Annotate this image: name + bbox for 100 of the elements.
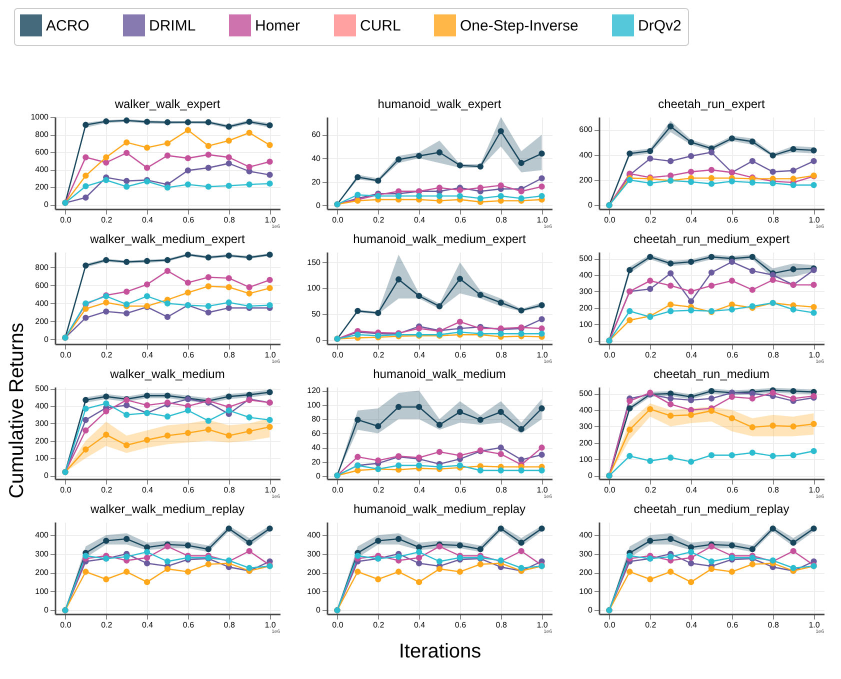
y-tick-label: 0 xyxy=(44,471,50,480)
y-tick-label: 20 xyxy=(312,177,322,186)
point xyxy=(246,290,252,297)
point xyxy=(810,158,817,164)
point xyxy=(477,561,484,568)
point xyxy=(728,135,736,142)
point xyxy=(103,538,110,544)
point xyxy=(538,184,545,190)
point xyxy=(456,318,464,325)
point xyxy=(226,299,232,306)
y-tick-label: 0 xyxy=(588,606,594,615)
point xyxy=(436,566,443,572)
point xyxy=(246,548,252,554)
point xyxy=(226,182,232,189)
point xyxy=(266,252,273,258)
point xyxy=(144,579,150,586)
point xyxy=(668,401,674,408)
point xyxy=(538,192,545,200)
x-tick-label: 1.0 xyxy=(536,350,548,360)
point xyxy=(810,310,817,316)
point xyxy=(668,308,674,314)
y-tick-label: 600 xyxy=(579,125,594,134)
point xyxy=(205,426,212,433)
x-tick-label: 0.4 xyxy=(414,216,426,224)
point xyxy=(124,310,130,316)
point xyxy=(790,540,796,546)
point xyxy=(770,452,776,460)
point xyxy=(538,467,545,474)
x-tick-label: 0.6 xyxy=(454,350,467,360)
point xyxy=(103,159,110,166)
y-tick-label: 0 xyxy=(316,606,322,615)
point xyxy=(205,164,212,171)
point xyxy=(456,276,464,282)
point xyxy=(728,278,736,284)
point xyxy=(124,178,130,184)
point xyxy=(668,270,674,276)
y-tick-label: 50 xyxy=(312,310,322,319)
point xyxy=(538,405,545,412)
point xyxy=(164,300,171,306)
point xyxy=(82,427,89,434)
point xyxy=(456,192,464,200)
point xyxy=(144,118,150,125)
x-tick-label: 0.2 xyxy=(101,216,113,224)
point xyxy=(810,525,817,532)
y-tick-label: 0 xyxy=(44,606,50,615)
point xyxy=(124,139,130,146)
point xyxy=(266,416,273,424)
y-tick-label: 200 xyxy=(307,568,322,578)
point xyxy=(538,175,545,182)
legend-label: CURL xyxy=(360,17,401,34)
point xyxy=(518,188,524,194)
y-tick-label: 400 xyxy=(35,402,50,411)
x-tick-label: 1.0 xyxy=(264,350,276,360)
point xyxy=(226,124,232,130)
point xyxy=(456,329,464,336)
point xyxy=(354,454,361,460)
point xyxy=(456,452,464,459)
x-tick-label: 0.8 xyxy=(496,486,508,494)
chart-title: walker_walk_medium_replay xyxy=(89,502,245,516)
point xyxy=(82,396,89,404)
point xyxy=(708,282,715,289)
y-tick-label: 120 xyxy=(307,386,322,396)
point xyxy=(790,548,796,554)
point xyxy=(790,146,796,152)
x-tick-label: 0.8 xyxy=(768,486,780,494)
point xyxy=(538,330,545,337)
point xyxy=(164,566,171,572)
x-tick-label: 0.8 xyxy=(224,486,236,494)
y-tick-label: 400 xyxy=(579,270,594,280)
point xyxy=(226,284,232,290)
y-tick-label: 800 xyxy=(35,130,50,140)
point xyxy=(184,290,192,296)
x-tick-label: 0.6 xyxy=(454,216,467,224)
point xyxy=(436,184,443,191)
y-tick-label: 0 xyxy=(316,472,322,481)
point xyxy=(498,467,504,474)
point xyxy=(103,154,110,160)
point xyxy=(416,192,422,200)
y-tick-label: 400 xyxy=(35,165,50,174)
point xyxy=(416,462,422,469)
point xyxy=(668,395,674,402)
point xyxy=(810,420,817,428)
point xyxy=(436,464,443,470)
point xyxy=(436,303,443,310)
y-tick-label: 300 xyxy=(579,549,594,558)
point xyxy=(708,558,715,565)
x-axis-title: Iterations xyxy=(398,640,482,662)
point xyxy=(708,149,715,156)
point xyxy=(518,330,524,337)
point xyxy=(354,552,361,559)
point xyxy=(103,432,110,438)
point xyxy=(184,542,192,549)
point xyxy=(184,252,192,258)
point xyxy=(518,540,524,546)
point xyxy=(770,152,776,159)
point xyxy=(790,395,796,402)
y-tick-label: 100 xyxy=(307,400,322,410)
x-tick-label: 0.4 xyxy=(142,620,154,630)
point xyxy=(790,167,796,174)
point xyxy=(688,168,694,175)
